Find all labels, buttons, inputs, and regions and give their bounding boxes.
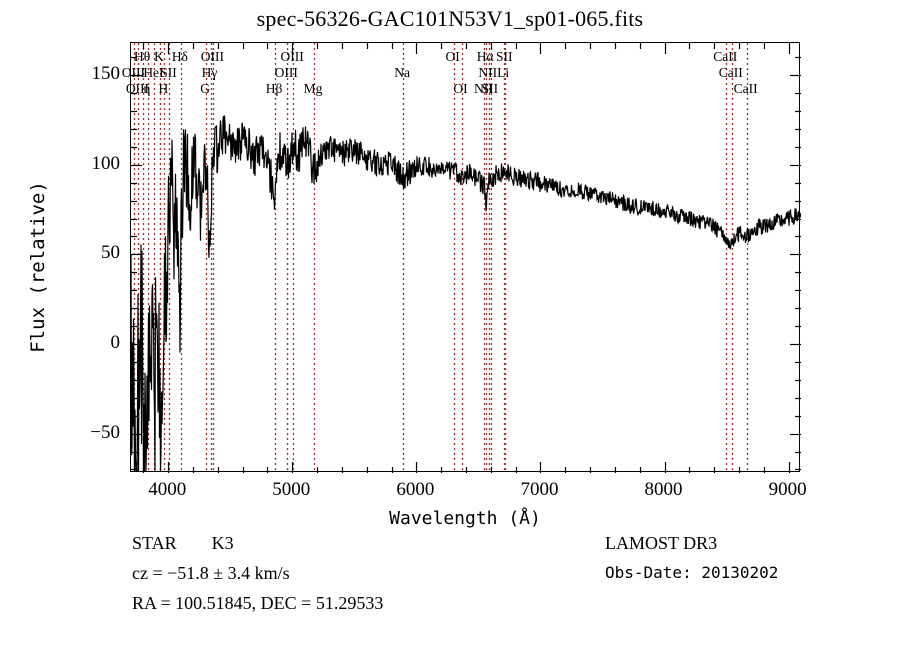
spectral-line-label: HeI: [143, 65, 164, 80]
spectral-line-label: OIII: [274, 65, 298, 80]
y-tick-label: 100: [91, 152, 121, 174]
page-title: spec-56326-GAC101N53V1_sp01-065.fits: [256, 6, 644, 31]
sky-coordinates: RA = 100.51845, DEC = 51.29533: [132, 593, 384, 613]
survey-name: LAMOST DR3: [605, 533, 718, 553]
spectral-line-label: Mg: [303, 81, 323, 96]
spectral-line-label: Na: [394, 65, 410, 80]
spectral-line-label: SII: [495, 49, 513, 64]
x-tick-label: 9000: [768, 479, 807, 500]
spectral-line-label: G: [200, 81, 210, 96]
y-tick-label: −50: [90, 421, 120, 443]
object-classification: STAR K3: [132, 533, 383, 554]
spectral-line-label: SII: [160, 65, 177, 80]
spectral-line-label: η: [143, 81, 151, 96]
spectral-line-label: OI: [453, 81, 468, 96]
y-tick-label: 150: [91, 63, 121, 85]
y-tick-label: 0: [110, 332, 121, 353]
spectral-line-label: H: [158, 81, 169, 96]
spectral-line-label: OI: [445, 49, 460, 64]
spectral-line-label: CaII: [733, 81, 758, 96]
spectral-line-label: Li: [497, 65, 510, 80]
redshift-velocity: cz = −51.8 ± 3.4 km/s: [132, 563, 290, 583]
spectrum-trace: [131, 115, 801, 472]
spectrum-canvas: [131, 43, 801, 473]
object-type: STAR: [132, 533, 177, 553]
spectral-line-label: Hθ: [134, 49, 151, 64]
footer-right-block: LAMOST DR3 Obs-Date: 20130202: [605, 533, 778, 591]
spectral-line-label: OIII: [121, 65, 145, 80]
spectral-line-label: Hα: [476, 49, 494, 64]
line-marker-group: [133, 43, 749, 473]
y-axis-tick-labels: 150 100 50 0 −50: [0, 0, 126, 649]
spectral-line-label: NII: [473, 81, 493, 96]
x-tick-label: 8000: [644, 479, 683, 500]
x-tick-label: 7000: [520, 479, 559, 500]
spectral-line-label: Hγ: [201, 65, 218, 80]
spectral-class: K3: [211, 533, 234, 553]
spectral-line-label: K: [154, 49, 164, 64]
x-tick-label: 4000: [148, 479, 187, 500]
spectral-line-label: NII: [478, 65, 498, 80]
x-axis-title: Wavelength (Å): [389, 508, 541, 529]
spectral-line-label: Hβ: [265, 81, 283, 96]
observation-date: Obs-Date: 20130202: [605, 563, 779, 582]
spectral-line-label: OIII: [280, 49, 304, 64]
spectral-line-label: CaII: [718, 65, 743, 80]
spectral-line-label: OIII: [200, 49, 224, 64]
plot-frame: [130, 42, 801, 473]
footer-left-block: STAR K3 cz = −51.8 ± 3.4 km/s RA = 100.5…: [132, 533, 383, 623]
spectral-line-label: Hδ: [171, 49, 188, 64]
y-tick-label: 50: [101, 242, 120, 264]
x-tick-label: 5000: [272, 479, 311, 500]
spectral-line-label: SII: [481, 81, 499, 96]
x-tick-label: 6000: [396, 479, 435, 500]
spectral-line-label: CaII: [713, 49, 738, 64]
spectral-line-label: OIII: [125, 81, 150, 96]
